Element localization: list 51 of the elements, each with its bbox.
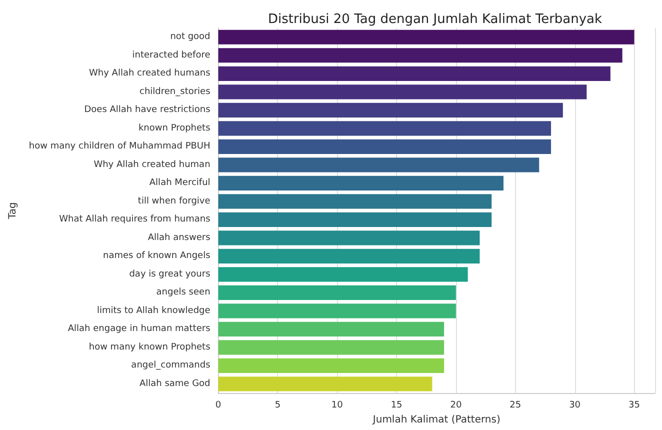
bar <box>218 376 432 392</box>
chart-title: Distribusi 20 Tag dengan Jumlah Kalimat Terbanyak <box>268 12 603 27</box>
bar <box>218 66 610 81</box>
bar <box>218 84 587 100</box>
y-axis-title: Tag <box>8 202 18 220</box>
y-tick-label: Allah same God <box>139 378 210 389</box>
y-tick-label: Why Allah created human <box>94 160 210 170</box>
bar <box>218 102 563 118</box>
y-tick-label: how many known Prophets <box>88 342 211 352</box>
y-tick-label: Allah answers <box>148 232 211 243</box>
bar <box>218 340 444 355</box>
bar <box>218 158 540 172</box>
bar <box>218 121 552 136</box>
y-tick-label: names of known Angels <box>103 251 211 262</box>
x-tick-label: 10 <box>331 400 344 411</box>
x-tick-label: 15 <box>390 400 402 411</box>
bar <box>218 267 468 282</box>
bar <box>218 176 504 190</box>
bar <box>218 212 492 227</box>
x-tick-label: 30 <box>569 400 581 411</box>
bar <box>218 30 634 44</box>
x-tick-label: 35 <box>628 400 640 411</box>
bar <box>218 322 444 337</box>
x-tick-label: 20 <box>450 400 462 411</box>
y-tick-label: how many children of Muhammad PBUH <box>28 142 210 152</box>
bar <box>218 285 456 300</box>
y-tick-label: day is great yours <box>129 269 211 280</box>
y-tick-label: Allah engage in human matters <box>68 324 211 334</box>
y-tick-label: till when forgive <box>138 196 211 206</box>
y-tick-label: What Allah requires from humans <box>59 214 211 225</box>
x-tick-label: 25 <box>510 400 522 411</box>
y-tick-label: Why Allah created humans <box>89 68 211 79</box>
x-tick-label: 5 <box>274 400 281 411</box>
y-tick-label: interacted before <box>132 50 211 60</box>
y-tick-label: angels seen <box>156 288 210 298</box>
y-tick-label: not good <box>170 32 210 42</box>
y-tick-label: limits to Allah knowledge <box>97 306 211 316</box>
y-tick-label: Allah Merciful <box>149 178 210 188</box>
y-tick-label: angel_commands <box>131 360 211 371</box>
bar <box>218 48 622 63</box>
bar <box>218 230 480 246</box>
x-axis-title: Jumlah Kalimat (Patterns) <box>372 414 500 426</box>
y-tick-label: known Prophets <box>138 123 211 134</box>
x-tick-label: 0 <box>215 400 222 411</box>
bar <box>218 194 492 209</box>
bar <box>218 358 444 374</box>
bar <box>218 248 480 264</box>
y-tick-label: children_stories <box>140 86 211 97</box>
bar <box>218 304 456 318</box>
bar <box>218 139 552 154</box>
y-tick-label: Does Allah have restrictions <box>84 105 211 116</box>
